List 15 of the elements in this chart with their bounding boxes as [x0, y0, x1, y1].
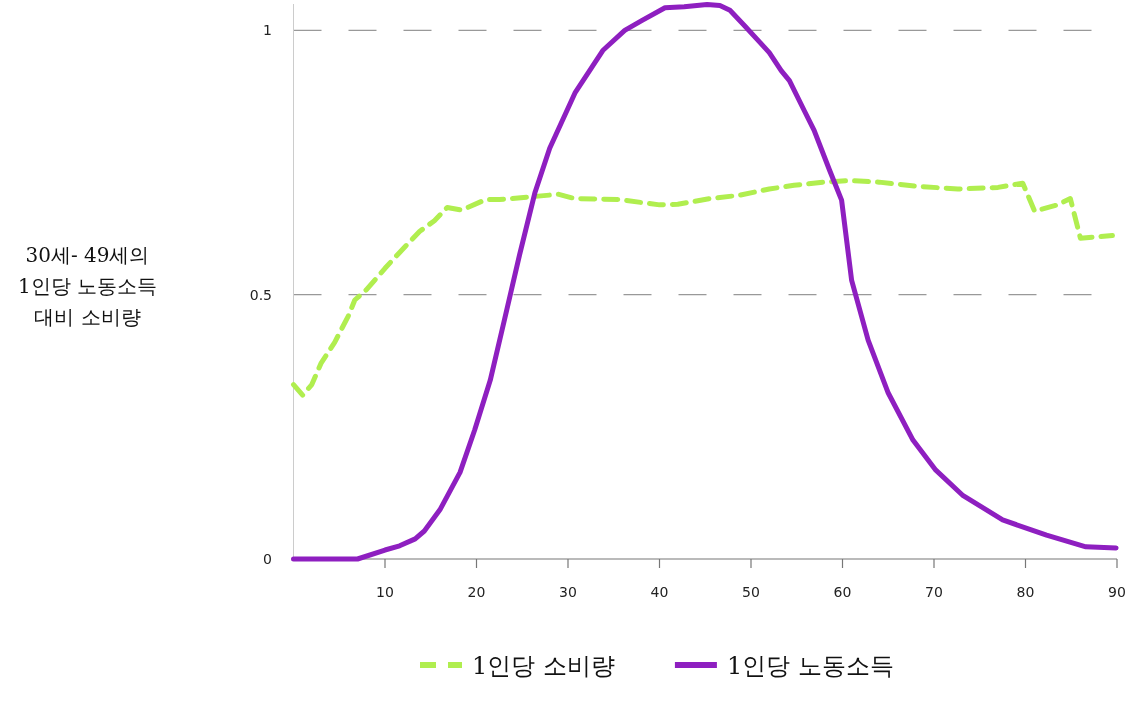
legend-label: 1인당 노동소득 [726, 652, 894, 680]
y-tick-label: 0.5 [249, 286, 272, 303]
x-tick-label: 40 [650, 584, 669, 600]
x-tick-label: 10 [376, 584, 394, 600]
y-tick-label: 0 [263, 551, 272, 567]
x-tick-label: 60 [833, 584, 852, 600]
x-tick-label: 50 [742, 584, 760, 600]
x-tick-label: 70 [925, 584, 943, 600]
x-tick-label: 30 [559, 584, 577, 600]
legend-label: 1인당 소비량 [472, 652, 615, 680]
x-tick-label: 80 [1016, 584, 1035, 600]
y-axis-title: 30세- 49세의 1인당 노동소득 대비 소비량 [16, 242, 159, 331]
x-tick-label: 20 [467, 584, 486, 600]
x-tick-label: 90 [1108, 584, 1126, 600]
y-tick-label: 1 [263, 22, 272, 39]
